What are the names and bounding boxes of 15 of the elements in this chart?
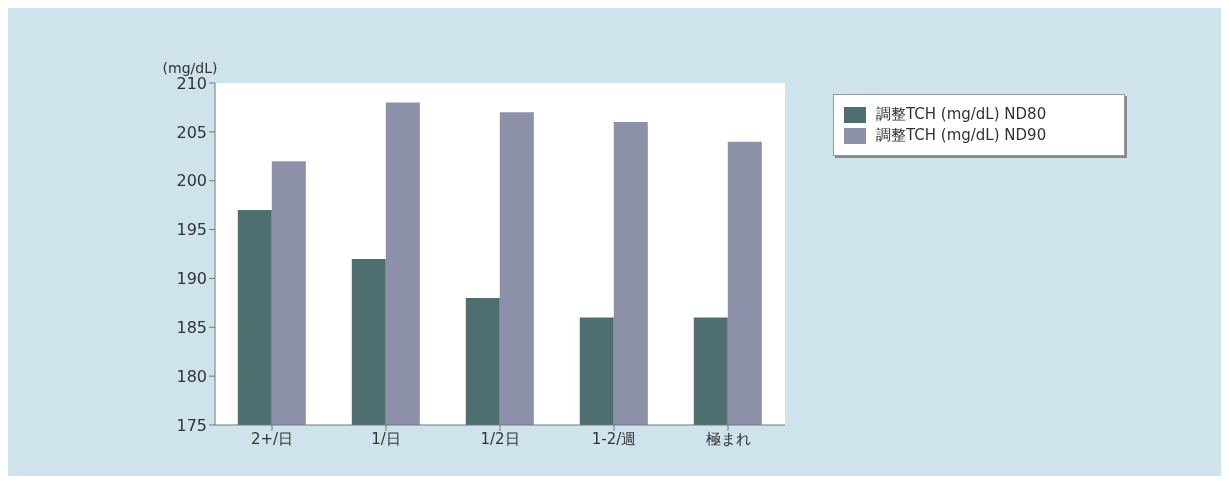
x-tick-label: 極まれ [705, 429, 751, 448]
y-tick-label: 200 [176, 171, 207, 191]
y-axis-title: (mg/dL) [162, 60, 218, 76]
x-tick-label: 2+/日 [250, 429, 294, 448]
legend-label: 調整TCH (mg/dL) ND80 [876, 105, 1047, 124]
x-tick-label: 1/2日 [480, 429, 520, 448]
legend-label: 調整TCH (mg/dL) ND90 [876, 126, 1047, 145]
y-tick-label: 185 [176, 317, 207, 337]
x-tick-label: 1/日 [371, 429, 401, 448]
y-tick-label: 205 [176, 122, 207, 142]
y-tick-label: 175 [176, 415, 207, 435]
y-tick-label: 180 [176, 366, 207, 386]
y-tick-label: 190 [176, 269, 207, 289]
x-tick-label: 1-2/週 [591, 429, 637, 448]
y-tick-label: 195 [176, 220, 207, 240]
